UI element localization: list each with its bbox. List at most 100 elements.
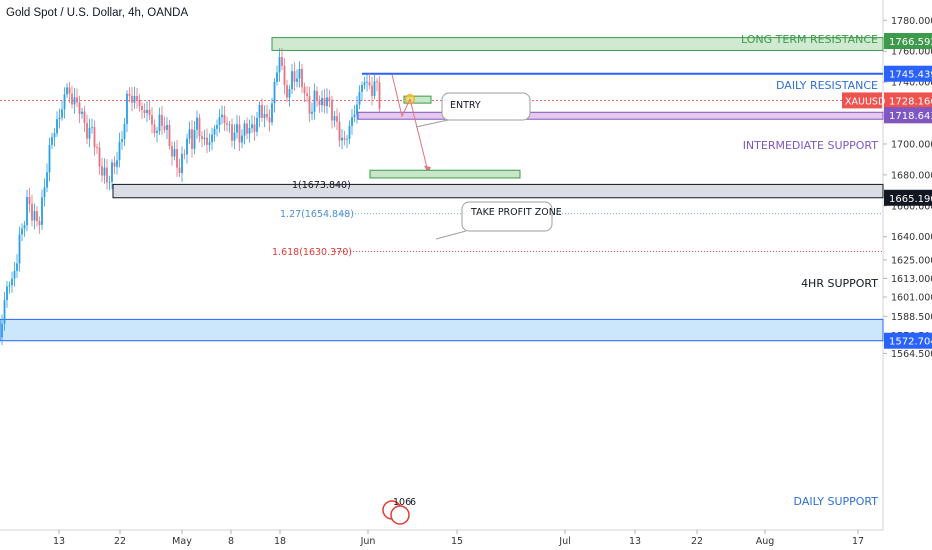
candle (213, 128, 216, 135)
candle (71, 93, 73, 105)
candle (328, 97, 331, 101)
long-term-resistance-zone (271, 37, 884, 51)
y-tick-label: 1613.000 (891, 274, 932, 285)
candle (1, 323, 3, 338)
candle (88, 127, 91, 139)
4hr-support-label: 4HR SUPPORT (801, 277, 878, 290)
long-term-resistance-price-badge: 1766.592 (889, 37, 932, 48)
candle (373, 81, 376, 97)
candle (73, 97, 76, 105)
fib-level-label: 1.618(1630.370) (272, 247, 352, 258)
symbol-badge-bg (842, 92, 882, 109)
candle (16, 263, 18, 271)
candle (113, 162, 116, 167)
candle (273, 81, 276, 104)
y-tick-label: 1588.500 (891, 312, 932, 323)
candle (331, 100, 333, 121)
y-tick-label: 1640.000 (891, 232, 932, 243)
candle (8, 285, 11, 287)
candle (193, 129, 196, 149)
candle (216, 125, 218, 129)
candle (353, 114, 356, 118)
daily-resistance-price-badge-bg (884, 65, 932, 82)
candle (206, 137, 208, 145)
candle (298, 68, 301, 79)
candle (281, 57, 283, 67)
candle (341, 137, 343, 141)
candle (271, 103, 273, 123)
candle (266, 114, 268, 118)
candle (96, 147, 98, 148)
candle (126, 93, 128, 124)
long-term-resistance-price-badge-bg (884, 33, 932, 50)
4hr-support-price-badge-bg (884, 189, 932, 206)
candle (218, 117, 221, 126)
candle (108, 181, 111, 183)
candle (3, 300, 6, 324)
candle (186, 138, 188, 155)
candle (221, 114, 223, 118)
candle (46, 172, 48, 188)
candle (66, 87, 68, 95)
take-profit-callout (461, 201, 553, 232)
candle (11, 278, 13, 286)
candle (21, 228, 23, 235)
intermediate-support-zone (357, 111, 884, 120)
take-profit-callout-pointer (435, 230, 467, 240)
candle (283, 66, 286, 86)
daily-support-price-badge-bg (884, 332, 932, 349)
candle (303, 87, 306, 94)
y-tick-label: 1564.500 (891, 349, 932, 360)
candle (278, 57, 281, 73)
candle (116, 160, 118, 167)
intermediate-support-label: INTERMEDIATE SUPPORT (743, 139, 879, 152)
candle (286, 85, 288, 98)
candle (251, 124, 253, 129)
candle (248, 128, 251, 134)
x-tick-label: 22 (691, 536, 703, 547)
candle (233, 132, 236, 141)
candle (311, 111, 313, 114)
candle (28, 197, 31, 204)
trade-arrow-head (424, 165, 431, 174)
x-tick-label: Jun (360, 536, 376, 547)
candle (166, 124, 168, 130)
candle (176, 149, 178, 168)
y-tick-label: 1660.000 (891, 201, 932, 212)
candle (38, 221, 41, 225)
candle (378, 82, 381, 109)
candle (348, 125, 351, 139)
candle (318, 100, 321, 106)
candle (256, 117, 258, 132)
candle (136, 95, 138, 100)
intermediate-support-price-badge-bg (884, 107, 932, 124)
candle (41, 197, 43, 225)
candle (313, 90, 316, 112)
candle (356, 104, 358, 115)
candle (23, 225, 26, 229)
candle (153, 124, 156, 133)
daily-resistance-price-badge: 1745.439 (889, 70, 932, 81)
candle (158, 114, 161, 132)
trade-path (391, 74, 411, 118)
candle (188, 129, 191, 139)
event-badge-icon-2 (390, 505, 410, 525)
candle (261, 104, 263, 118)
current-price-badge-bg (884, 92, 932, 109)
take-profit-zone (369, 169, 521, 179)
candle (201, 136, 203, 139)
candle (163, 125, 166, 130)
candle (338, 121, 341, 141)
fib-level-label: 1.27(1654.848) (280, 209, 354, 220)
candle (323, 98, 326, 106)
candle (13, 270, 16, 279)
x-tick-label: 18 (274, 536, 286, 547)
4hr-support-zone (112, 183, 884, 199)
candle (321, 98, 323, 106)
daily-support-zone (0, 318, 884, 342)
candle (241, 135, 243, 143)
candle (208, 142, 211, 145)
candle (43, 187, 46, 198)
x-tick-label: 13 (629, 536, 641, 547)
